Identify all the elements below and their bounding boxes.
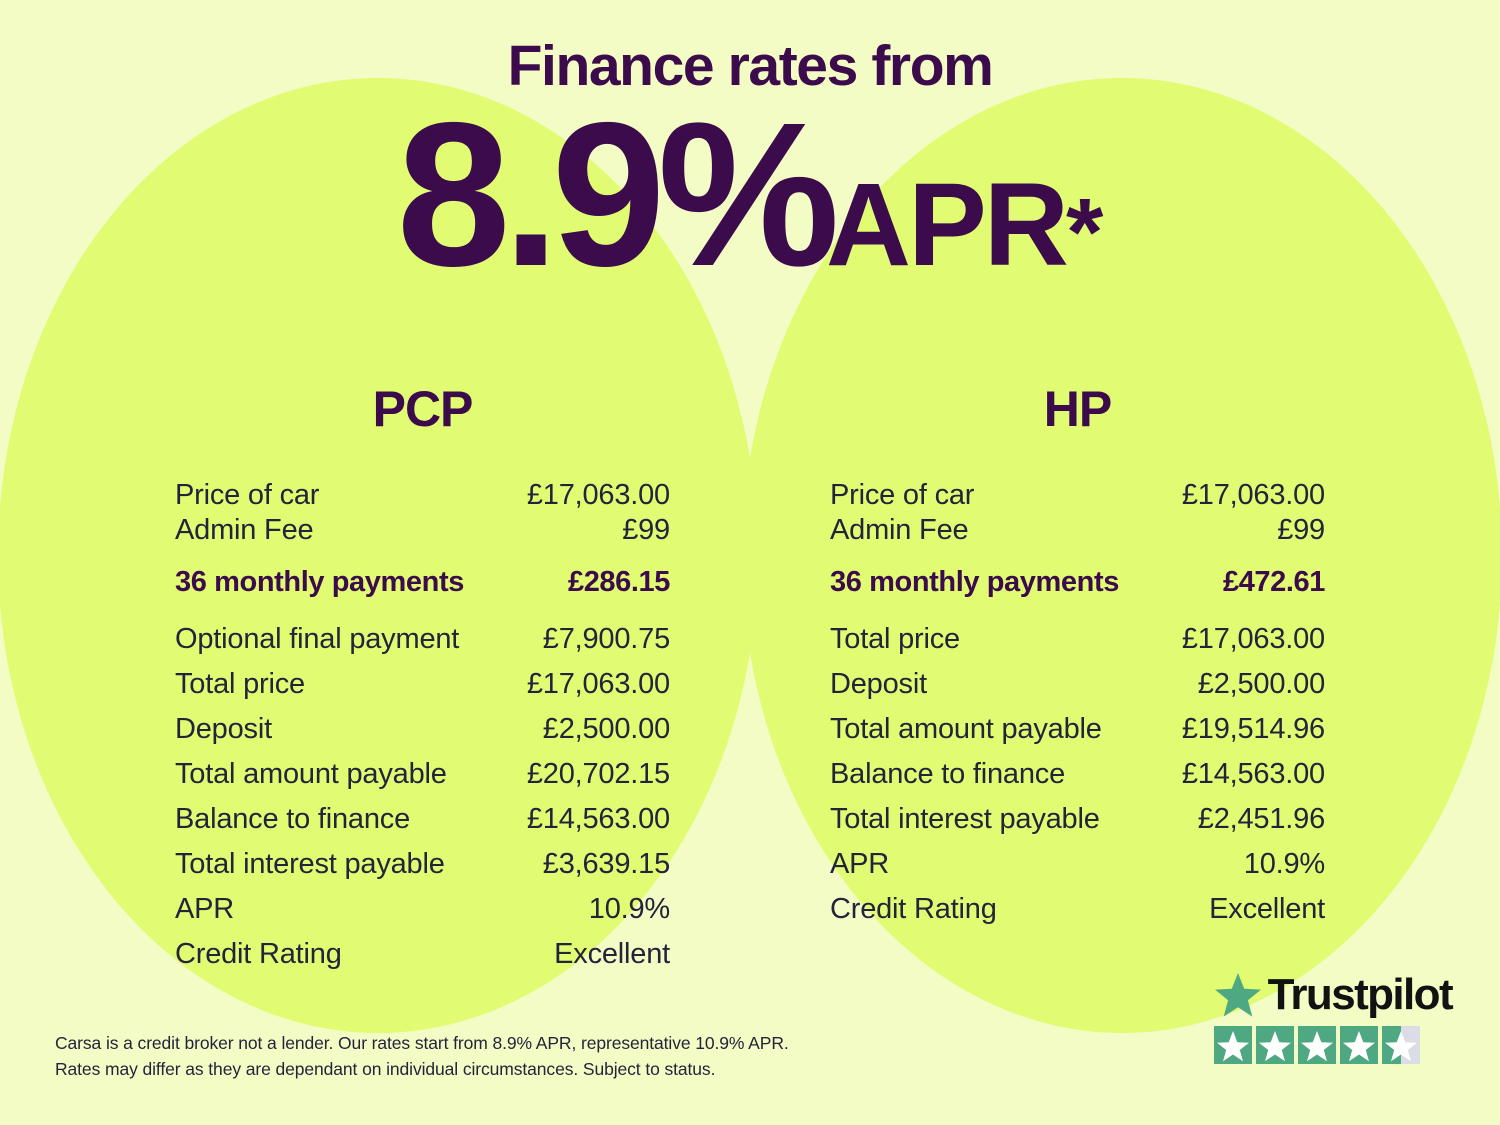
row-value: £2,451.96 bbox=[1197, 803, 1325, 835]
column-title-hp: HP bbox=[1043, 381, 1112, 437]
disclaimer-line-1: Carsa is a credit broker not a lender. O… bbox=[55, 1033, 789, 1053]
row-label: Total amount payable bbox=[175, 758, 447, 790]
row-value: 10.9% bbox=[1243, 848, 1325, 880]
row-value: £17,063.00 bbox=[526, 479, 670, 511]
row-label: 36 monthly payments bbox=[830, 566, 1119, 598]
rate-apr-label: APR bbox=[825, 159, 1069, 291]
column-title-pcp: PCP bbox=[372, 381, 474, 437]
finance-column-pcp: PCP Price of car £17,063.00 Admin Fee £99 36… bbox=[175, 380, 670, 977]
footnote-asterisk: * bbox=[1066, 179, 1104, 286]
table-row: Total price £17,063.00 bbox=[830, 617, 1325, 662]
row-label: Total interest payable bbox=[830, 803, 1100, 835]
pcp-rows: Price of car £17,063.00 Admin Fee £99 36 mon… bbox=[175, 478, 670, 977]
table-row: Admin Fee £99 bbox=[175, 513, 670, 548]
table-row: Price of car £17,063.00 bbox=[830, 478, 1325, 513]
row-label: Credit Rating bbox=[175, 938, 342, 970]
row-value: £99 bbox=[622, 514, 670, 546]
star-full-icon bbox=[1339, 1026, 1378, 1064]
table-row: APR 10.9% bbox=[830, 842, 1325, 887]
row-value: £286.15 bbox=[567, 566, 670, 598]
row-label: Optional final payment bbox=[175, 623, 460, 655]
table-row: Admin Fee £99 bbox=[830, 513, 1325, 548]
row-value: £17,063.00 bbox=[526, 668, 670, 700]
row-value: £17,063.00 bbox=[1181, 479, 1325, 511]
disclaimer-line-2: Rates may differ as they are dependant o… bbox=[55, 1059, 716, 1079]
star-full-icon bbox=[1255, 1026, 1294, 1064]
table-row: Price of car £17,063.00 bbox=[175, 478, 670, 513]
table-row: Total interest payable £3,639.15 bbox=[175, 842, 670, 887]
row-value: £17,063.00 bbox=[1181, 623, 1325, 655]
row-value: £472.61 bbox=[1222, 566, 1325, 598]
row-value: £3,639.15 bbox=[542, 848, 670, 880]
table-row: Total amount payable £19,514.96 bbox=[830, 707, 1325, 752]
headline-rate: 8.9%APR* bbox=[0, 92, 1500, 297]
row-label: Total price bbox=[175, 668, 305, 700]
table-row: Credit Rating Excellent bbox=[175, 932, 670, 977]
trustpilot-name: Trustpilot bbox=[1267, 970, 1454, 1019]
row-label: Total amount payable bbox=[830, 713, 1102, 745]
table-row: Optional final payment £7,900.75 bbox=[175, 617, 670, 662]
table-row: Deposit £2,500.00 bbox=[830, 662, 1325, 707]
row-value: Excellent bbox=[554, 938, 670, 970]
star-icon bbox=[1214, 973, 1261, 1017]
row-value: 10.9% bbox=[588, 893, 670, 925]
row-label: Balance to finance bbox=[175, 803, 411, 835]
row-label: Deposit bbox=[175, 713, 272, 745]
trustpilot-star-rating bbox=[1213, 1026, 1452, 1064]
row-value: £20,702.15 bbox=[526, 758, 670, 790]
trustpilot-badge[interactable]: Trustpilot bbox=[1213, 970, 1454, 1064]
legal-disclaimer: Carsa is a credit broker not a lender. O… bbox=[55, 1030, 789, 1082]
table-row: Credit Rating Excellent bbox=[830, 887, 1325, 932]
decorative-circle-right bbox=[742, 78, 1500, 1033]
hp-rows: Price of car £17,063.00 Admin Fee £99 36 mon… bbox=[830, 478, 1325, 932]
row-label: Credit Rating bbox=[830, 893, 997, 925]
row-label: Price of car bbox=[830, 479, 975, 511]
page-eyebrow: Finance rates from bbox=[507, 34, 994, 98]
table-row: Total interest payable £2,451.96 bbox=[830, 797, 1325, 842]
rate-value: 8.9% bbox=[396, 80, 840, 309]
row-label: Total price bbox=[830, 623, 960, 655]
row-value: £7,900.75 bbox=[542, 623, 670, 655]
row-label: 36 monthly payments bbox=[175, 566, 464, 598]
star-full-icon bbox=[1297, 1026, 1336, 1064]
table-row: 36 monthly payments £472.61 bbox=[830, 560, 1325, 605]
finance-comparison: PCP Price of car £17,063.00 Admin Fee £99 36… bbox=[0, 380, 1500, 977]
table-row: Balance to finance £14,563.00 bbox=[175, 797, 670, 842]
row-value: Excellent bbox=[1209, 893, 1325, 925]
table-row: Deposit £2,500.00 bbox=[175, 707, 670, 752]
row-value: £19,514.96 bbox=[1181, 713, 1325, 745]
row-label: Price of car bbox=[175, 479, 320, 511]
row-value: £99 bbox=[1277, 514, 1325, 546]
decorative-circle-left bbox=[0, 78, 758, 1033]
table-row: Balance to finance £14,563.00 bbox=[830, 752, 1325, 797]
table-row: Total amount payable £20,702.15 bbox=[175, 752, 670, 797]
table-row: APR 10.9% bbox=[175, 887, 670, 932]
finance-column-hp: HP Price of car £17,063.00 Admin Fee £99 36 … bbox=[830, 380, 1325, 977]
row-label: Balance to finance bbox=[830, 758, 1066, 790]
row-label: APR bbox=[830, 848, 890, 880]
trustpilot-wordmark: Trustpilot bbox=[1214, 970, 1454, 1019]
row-value: £14,563.00 bbox=[1181, 758, 1325, 790]
table-row: 36 monthly payments £286.15 bbox=[175, 560, 670, 605]
table-row: Total price £17,063.00 bbox=[175, 662, 670, 707]
row-value: £2,500.00 bbox=[1197, 668, 1325, 700]
row-label: Admin Fee bbox=[175, 514, 314, 546]
row-value: £14,563.00 bbox=[526, 803, 670, 835]
star-half-icon bbox=[1381, 1026, 1420, 1064]
row-label: APR bbox=[175, 893, 235, 925]
row-value: £2,500.00 bbox=[542, 713, 670, 745]
row-label: Admin Fee bbox=[830, 514, 969, 546]
row-label: Deposit bbox=[830, 668, 927, 700]
row-label: Total interest payable bbox=[175, 848, 445, 880]
header: Finance rates from 8.9%APR* bbox=[0, 34, 1500, 298]
star-full-icon bbox=[1213, 1026, 1252, 1064]
